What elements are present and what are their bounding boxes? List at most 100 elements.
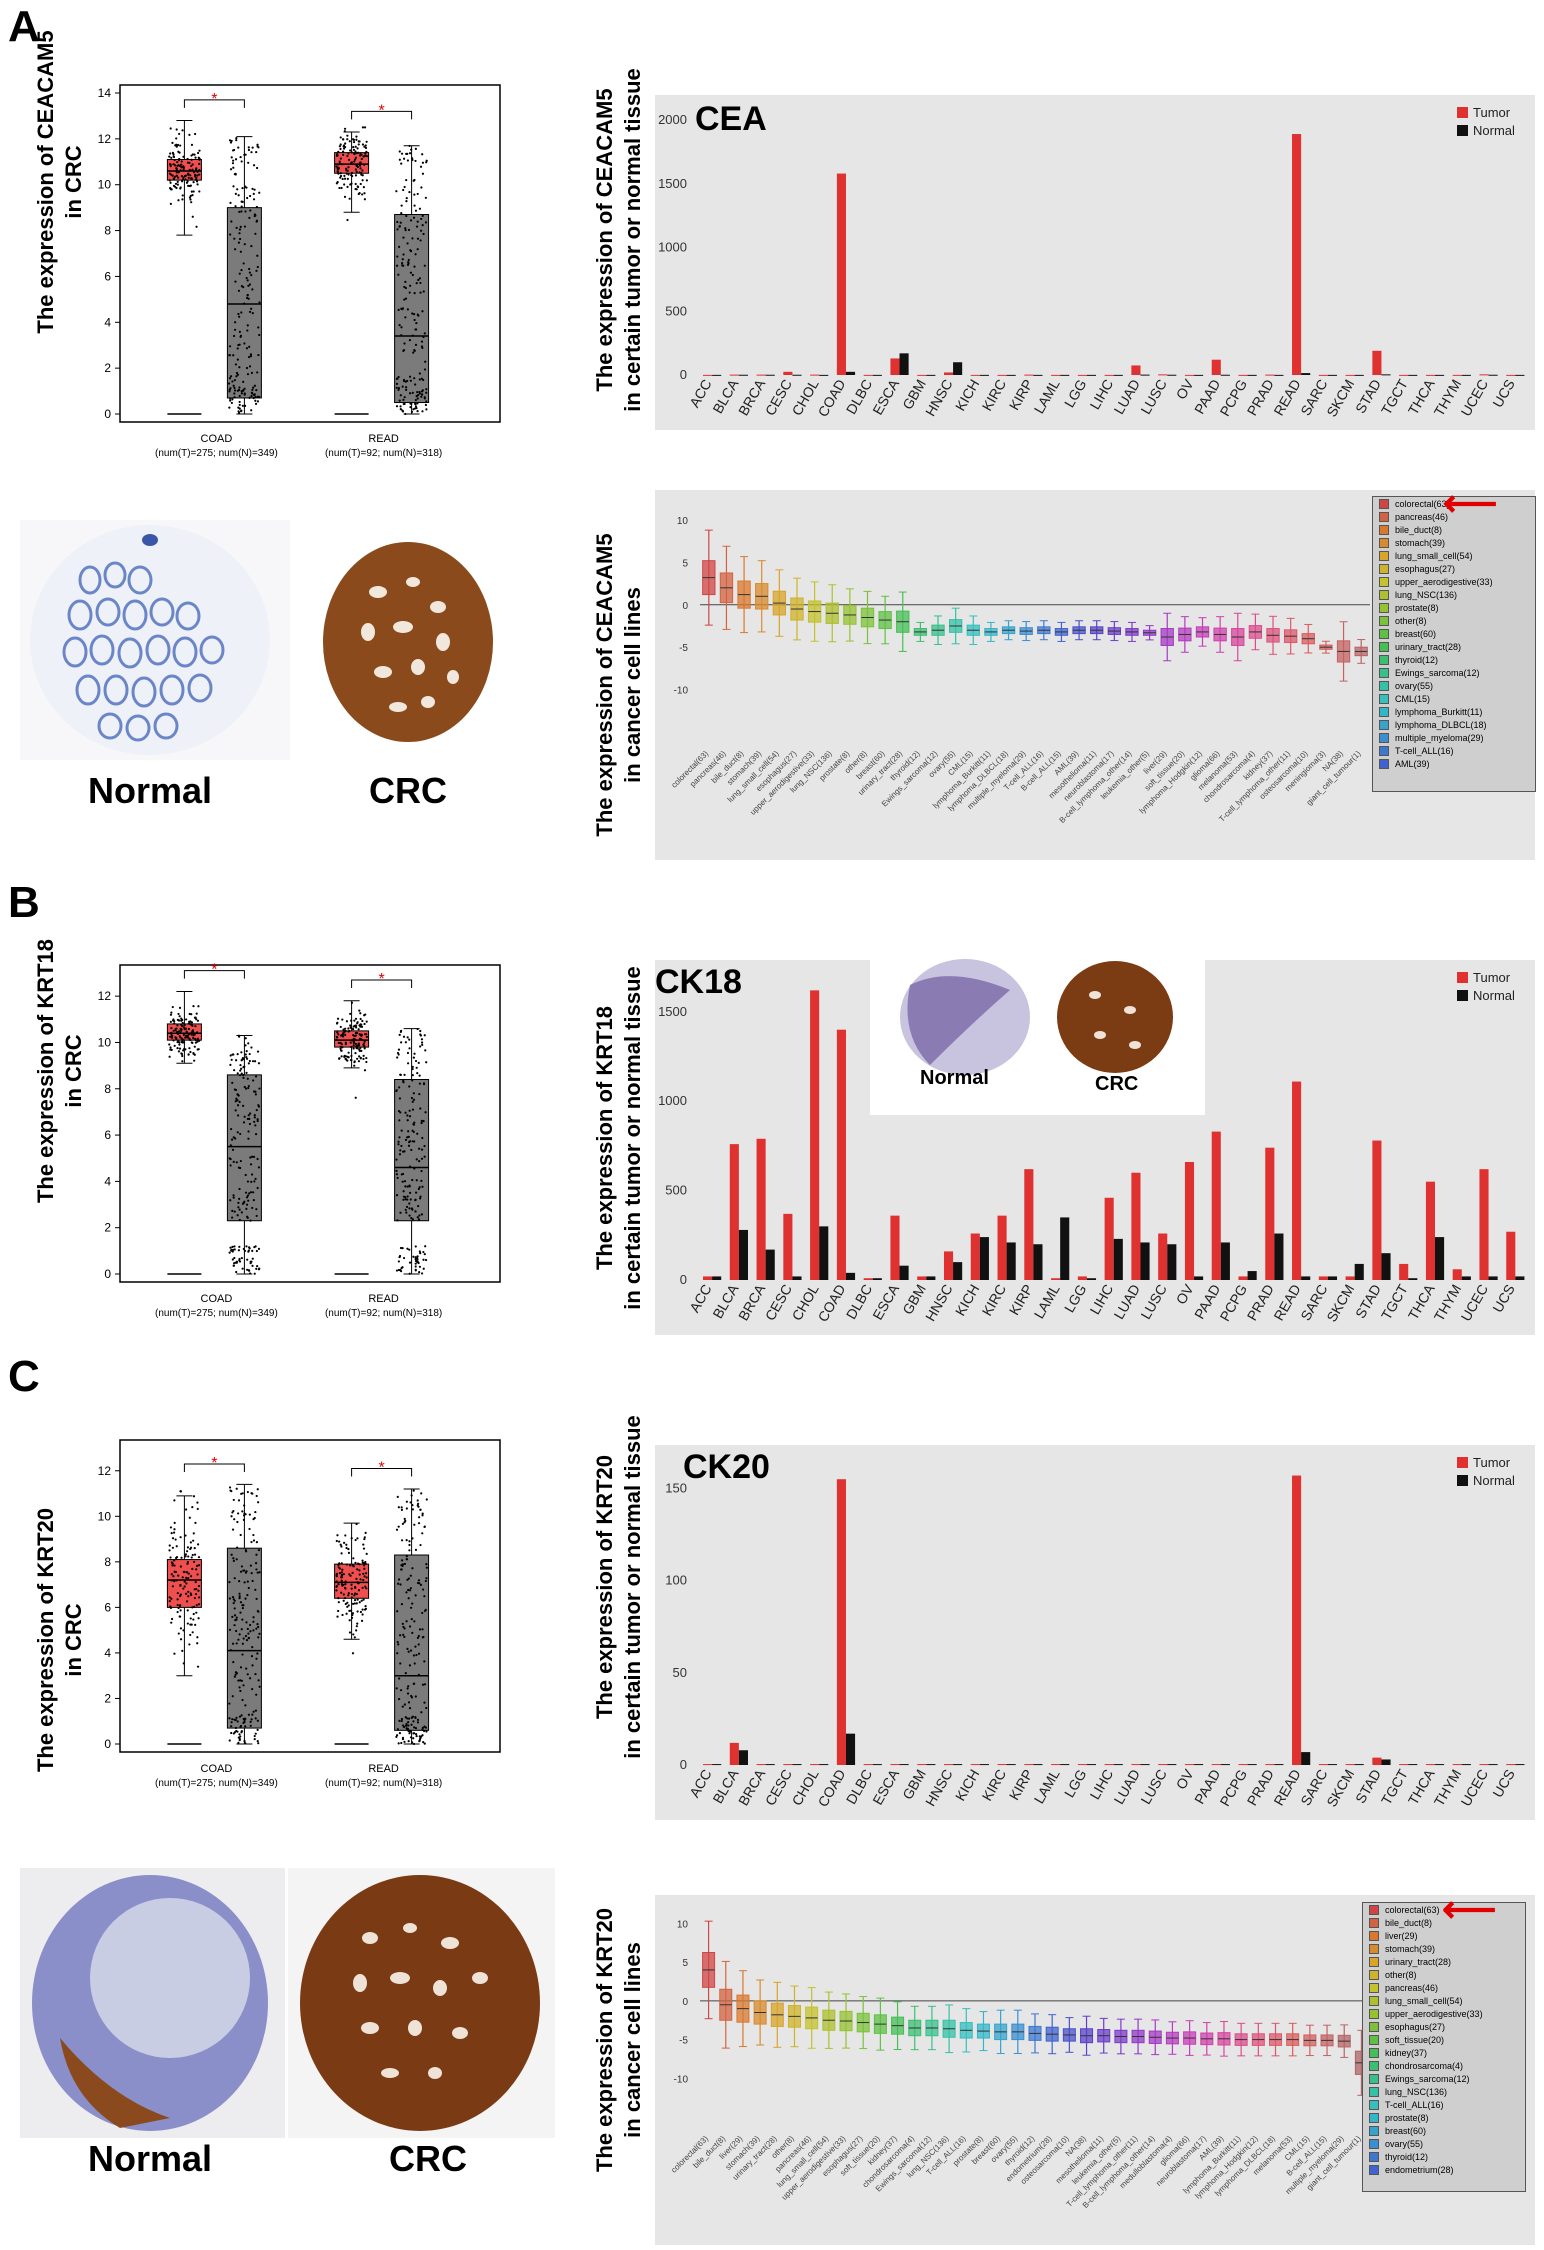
- tumor-point: [196, 1048, 199, 1051]
- normal-point: [425, 388, 428, 391]
- tumor-point: [346, 169, 349, 172]
- legend-item[interactable]: lung_small_cell(54): [1373, 549, 1535, 562]
- normal-point: [401, 385, 404, 388]
- tumor-point: [182, 1587, 185, 1590]
- legend-label: upper_aerodigestive(33): [1385, 2008, 1483, 2019]
- legend-item[interactable]: Ewings_sarcoma(12): [1373, 666, 1535, 679]
- bar-tumor: [836, 173, 846, 375]
- legend-item[interactable]: colorectal(63): [1373, 497, 1535, 510]
- normal-point: [257, 1625, 260, 1629]
- bar-tumor: [970, 1233, 980, 1280]
- legend-item[interactable]: thyroid(12): [1373, 653, 1535, 666]
- tumor-point: [172, 177, 176, 180]
- legend-ceacam5-cell-lines[interactable]: colorectal(63) pancreas(46) bile_duct(8) st…: [1372, 496, 1536, 792]
- normal-point: [417, 1505, 420, 1508]
- tumor-point: [354, 1038, 357, 1041]
- bar-tumor: [1318, 374, 1328, 376]
- legend-item[interactable]: stomach(39): [1373, 536, 1535, 549]
- y-tick-label: 4: [104, 315, 111, 329]
- legend-item[interactable]: bile_duct(8): [1363, 1916, 1525, 1929]
- tumor-point: [182, 1662, 185, 1665]
- legend-item[interactable]: lung_NSC(136): [1363, 2085, 1525, 2098]
- normal-point: [406, 1195, 409, 1198]
- tumor-point: [337, 1041, 340, 1045]
- normal-point: [241, 1057, 244, 1060]
- legend-item[interactable]: endometrium(28): [1363, 2163, 1525, 2176]
- legend-krt20-cell-lines[interactable]: colorectal(63) bile_duct(8) liver(29) stoma…: [1362, 1902, 1526, 2192]
- normal-point: [421, 410, 424, 413]
- legend-item[interactable]: prostate(8): [1363, 2111, 1525, 2124]
- tumor-point: [198, 149, 201, 152]
- legend-item[interactable]: pancreas(46): [1363, 1981, 1525, 1994]
- normal-point: [231, 1245, 234, 1249]
- normal-point: [417, 1061, 420, 1064]
- legend-item[interactable]: thyroid(12): [1363, 2150, 1525, 2163]
- legend-item[interactable]: pancreas(46): [1373, 510, 1535, 523]
- legend-item[interactable]: lung_NSC(136): [1373, 588, 1535, 601]
- legend-item[interactable]: T-cell_ALL(16): [1373, 744, 1535, 757]
- legend-item[interactable]: soft_tissue(20): [1363, 2033, 1525, 2046]
- legend-item[interactable]: CML(15): [1373, 692, 1535, 705]
- legend-item[interactable]: prostate(8): [1373, 601, 1535, 614]
- legend-item[interactable]: stomach(39): [1363, 1942, 1525, 1955]
- normal-point: [397, 388, 400, 392]
- tumor-point: [345, 1020, 349, 1023]
- normal-point: [254, 1562, 258, 1565]
- normal-point: [232, 159, 235, 162]
- normal-point: [234, 1673, 237, 1676]
- normal-point: [407, 1701, 411, 1704]
- legend-item[interactable]: upper_aerodigestive(33): [1373, 575, 1535, 588]
- y-tick-label: 0: [680, 1272, 687, 1287]
- legend-item[interactable]: ovary(55): [1363, 2137, 1525, 2150]
- tumor-point: [336, 1021, 339, 1024]
- bar-tumor: [836, 1029, 846, 1280]
- normal-point: [236, 1131, 239, 1134]
- legend-item[interactable]: kidney(37): [1363, 2046, 1525, 2059]
- normal-point: [397, 1742, 400, 1745]
- legend-item[interactable]: urinary_tract(28): [1363, 1955, 1525, 1968]
- tumor-point: [355, 170, 358, 174]
- tumor-point: [342, 1583, 345, 1587]
- normal-point: [416, 1718, 420, 1721]
- legend-item[interactable]: breast(60): [1373, 627, 1535, 640]
- tumor-point: [176, 164, 179, 168]
- legend-item[interactable]: upper_aerodigestive(33): [1363, 2007, 1525, 2020]
- legend-item[interactable]: urinary_tract(28): [1373, 640, 1535, 653]
- normal-point: [240, 160, 243, 163]
- legend-item[interactable]: T-cell_ALL(16): [1363, 2098, 1525, 2111]
- bar-normal: [1220, 1242, 1230, 1280]
- normal-point: [237, 1166, 241, 1169]
- legend-item[interactable]: bile_duct(8): [1373, 523, 1535, 536]
- legend-item[interactable]: ovary(55): [1373, 679, 1535, 692]
- tumor-point: [363, 1047, 366, 1050]
- tumor-point: [178, 1041, 181, 1044]
- tumor-point: [359, 1017, 362, 1021]
- tumor-point: [169, 1605, 172, 1608]
- tumor-point: [351, 1571, 354, 1574]
- tumor-point: [339, 1045, 342, 1048]
- legend-swatch: [1369, 2034, 1379, 2045]
- legend-item[interactable]: lung_small_cell(54): [1363, 1994, 1525, 2007]
- normal-point: [400, 152, 404, 155]
- legend-item[interactable]: lymphoma_Burkitt(11): [1373, 705, 1535, 718]
- tumor-point: [176, 1598, 179, 1601]
- legend-item[interactable]: multiple_myeloma(29): [1373, 731, 1535, 744]
- legend-item[interactable]: Ewings_sarcoma(12): [1363, 2072, 1525, 2085]
- tumor-point: [350, 1587, 353, 1590]
- normal-point: [243, 302, 246, 305]
- normal-point: [395, 386, 398, 389]
- normal-point: [421, 1272, 424, 1275]
- legend-item[interactable]: liver(29): [1363, 1929, 1525, 1942]
- legend-item[interactable]: esophagus(27): [1373, 562, 1535, 575]
- legend-item[interactable]: AML(39): [1373, 757, 1535, 770]
- legend-item[interactable]: colorectal(63): [1363, 1903, 1525, 1916]
- tumor-point: [188, 1047, 191, 1050]
- legend-item[interactable]: other(8): [1363, 1968, 1525, 1981]
- legend-item[interactable]: other(8): [1373, 614, 1535, 627]
- legend-item[interactable]: breast(60): [1363, 2124, 1525, 2137]
- normal-point: [405, 214, 408, 218]
- legend-item[interactable]: chondrosarcoma(4): [1363, 2059, 1525, 2072]
- tumor-point: [354, 1017, 358, 1020]
- legend-item[interactable]: lymphoma_DLBCL(18): [1373, 718, 1535, 731]
- legend-item[interactable]: esophagus(27): [1363, 2020, 1525, 2033]
